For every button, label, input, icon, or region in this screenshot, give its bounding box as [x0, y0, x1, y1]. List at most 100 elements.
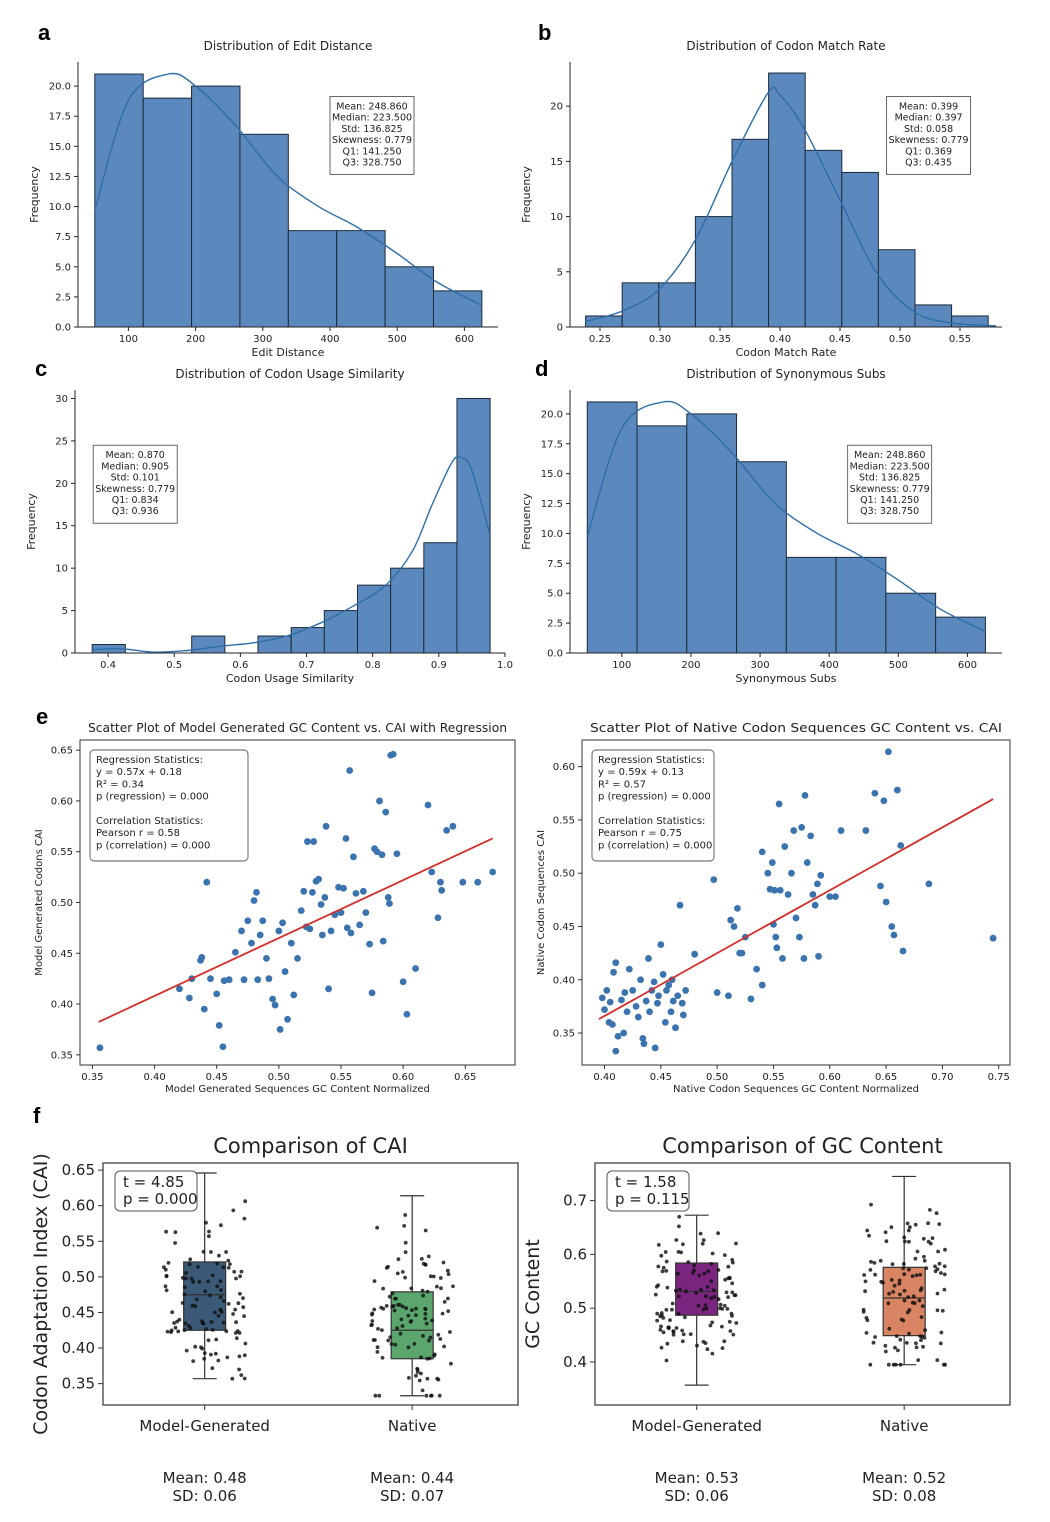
stats-line: R² = 0.57 [598, 779, 646, 790]
jitter-point [906, 1228, 911, 1233]
jitter-point [406, 1345, 411, 1350]
jitter-point [445, 1268, 450, 1273]
jitter-point [400, 1304, 405, 1309]
data-point [779, 955, 786, 962]
jitter-point [928, 1208, 932, 1212]
jitter-point [664, 1358, 669, 1363]
data-point [356, 921, 364, 929]
x-tick-label: 600 [958, 660, 977, 671]
histogram-a: 100 200 300 400 500 600 0.0 2.5 5.0 7.5 10.0 12.5 15… [28, 39, 498, 359]
jitter-point [241, 1296, 245, 1300]
jitter-point [726, 1295, 730, 1299]
jitter-point [237, 1367, 242, 1372]
jitter-point [226, 1265, 231, 1270]
jitter-point [655, 1311, 660, 1316]
jitter-point [381, 1286, 385, 1291]
stats-line: Mean: 248.860 [854, 450, 925, 461]
jitter-point [670, 1307, 674, 1312]
jitter-point [222, 1299, 226, 1303]
y-axis-label: Model Generated Codons CAI [34, 829, 45, 976]
stats-line: Mean: 0.399 [899, 101, 958, 112]
y-tick-label: 0.60 [51, 796, 73, 807]
y-tick-label: 5 [62, 606, 68, 617]
data-point [294, 954, 301, 962]
histogram-bar [290, 627, 325, 654]
y-tick-label: 0.50 [51, 898, 73, 909]
data-point [412, 965, 419, 972]
x-tick-label: 0.65 [454, 1072, 476, 1083]
jitter-point [656, 1243, 661, 1247]
jitter-point [210, 1328, 215, 1332]
jitter-point [234, 1320, 239, 1325]
jitter-point [674, 1288, 678, 1293]
summary-mean: Mean: 0.52 [862, 1469, 946, 1487]
data-point [373, 848, 381, 856]
jitter-point [164, 1288, 169, 1293]
jitter-point [370, 1319, 375, 1323]
jitter-point [212, 1310, 217, 1315]
y-tick-label: 0.45 [51, 949, 73, 960]
jitter-point [886, 1362, 891, 1367]
jitter-point [942, 1264, 947, 1269]
x-tick-label: 0.45 [650, 1072, 672, 1083]
stats-line: Std: 136.825 [341, 124, 402, 135]
jitter-point [173, 1325, 178, 1330]
jitter-point [916, 1358, 921, 1362]
jitter-point [238, 1274, 243, 1279]
jitter-point [725, 1307, 730, 1311]
jitter-point [164, 1274, 169, 1279]
data-point [276, 1026, 284, 1033]
jitter-point [390, 1291, 395, 1296]
jitter-point [393, 1342, 398, 1347]
data-point [612, 1047, 620, 1055]
summary-sd: SD: 0.08 [872, 1487, 936, 1505]
plots-layer: 100 200 300 400 500 6000.02.55.07.510.012.515… [25, 39, 1011, 1505]
jitter-point [417, 1378, 422, 1383]
jitter-point [200, 1319, 204, 1324]
stats-line: y = 0.59x + 0.13 [598, 767, 684, 778]
jitter-point [935, 1291, 940, 1296]
data-point [661, 1018, 669, 1026]
chart-title: Distribution of Codon Match Rate [686, 39, 885, 53]
data-point [238, 927, 245, 935]
jitter-point [720, 1307, 725, 1311]
jitter-point [216, 1314, 221, 1318]
data-point [281, 968, 289, 975]
jitter-point [217, 1253, 221, 1258]
jitter-point [869, 1259, 873, 1264]
data-point [96, 1044, 104, 1052]
y-tick-label: 0 [557, 323, 563, 334]
stats-line: Median: 223.500 [850, 461, 930, 472]
x-tick-label: 200 [186, 334, 205, 345]
data-point [871, 789, 879, 797]
jitter-point [924, 1266, 929, 1271]
data-point [443, 826, 451, 834]
data-point [650, 978, 658, 986]
data-point [672, 1024, 679, 1032]
jitter-point [162, 1265, 166, 1270]
y-tick-label: 0.65 [62, 1161, 95, 1179]
y-tick-label: 0.7 [563, 1192, 587, 1210]
data-point [710, 876, 718, 883]
jitter-point [865, 1318, 870, 1323]
data-point [725, 992, 732, 1000]
data-point [771, 886, 778, 894]
jitter-point [913, 1222, 918, 1227]
jitter-point [907, 1331, 911, 1336]
x-tick-label: 0.4 [100, 660, 116, 671]
jitter-point [180, 1301, 185, 1305]
y-tick-label: 0.55 [553, 815, 575, 826]
data-point [809, 891, 817, 898]
jitter-point [218, 1295, 223, 1300]
jitter-point [695, 1343, 699, 1348]
jitter-point [173, 1230, 178, 1235]
jitter-point [242, 1314, 247, 1318]
jitter-point [236, 1301, 241, 1306]
data-point [203, 878, 211, 886]
jitter-point [664, 1259, 669, 1264]
jitter-point [710, 1320, 715, 1325]
jitter-point [864, 1331, 869, 1335]
histogram-bar [336, 230, 386, 328]
jitter-point [184, 1271, 189, 1275]
jitter-point [896, 1348, 900, 1353]
